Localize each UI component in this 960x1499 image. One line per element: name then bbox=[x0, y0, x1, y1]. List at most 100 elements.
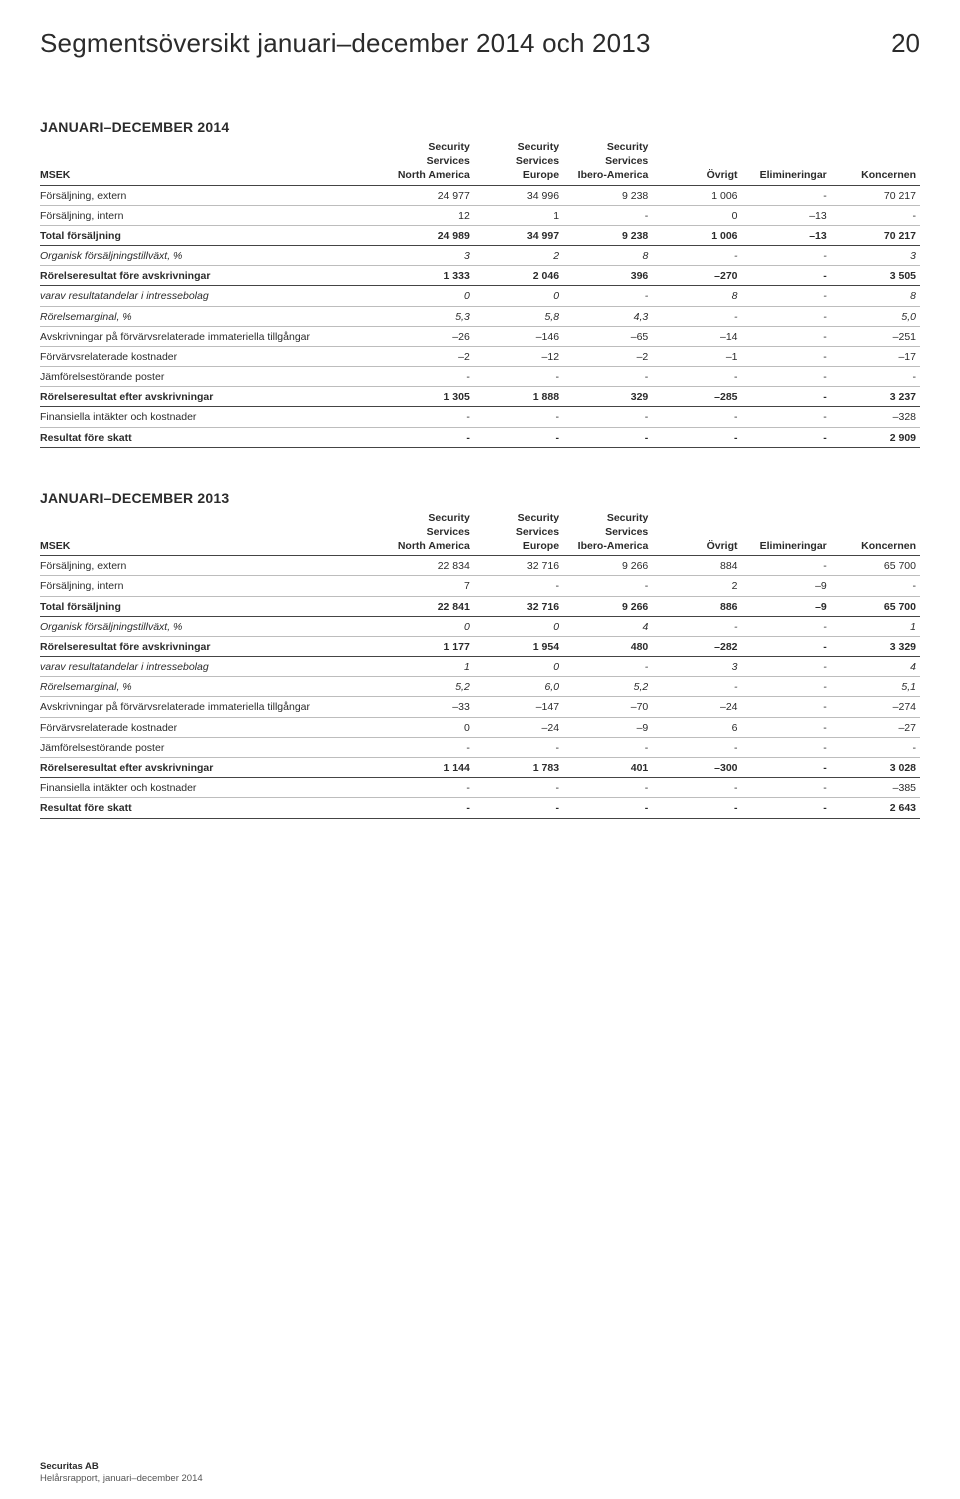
cell-value: - bbox=[385, 427, 474, 447]
cell-value: 6 bbox=[652, 717, 741, 737]
cell-value: 24 977 bbox=[385, 185, 474, 205]
cell-value: –385 bbox=[831, 778, 920, 798]
cell-value: - bbox=[742, 346, 831, 366]
table-row: Försäljning, extern22 83432 7169 266884-… bbox=[40, 556, 920, 576]
cell-value: - bbox=[652, 367, 741, 387]
cell-value: - bbox=[742, 697, 831, 717]
cell-value: - bbox=[563, 407, 652, 427]
cell-value: - bbox=[563, 657, 652, 677]
cell-value: - bbox=[742, 367, 831, 387]
cell-value: - bbox=[742, 246, 831, 266]
table-row: Finansiella intäkter och kostnader-----–… bbox=[40, 407, 920, 427]
cell-value: 12 bbox=[385, 205, 474, 225]
cell-value: 22 841 bbox=[385, 596, 474, 616]
cell-value: 884 bbox=[652, 556, 741, 576]
cell-value: - bbox=[563, 737, 652, 757]
cell-value: 1 305 bbox=[385, 387, 474, 407]
cell-value: - bbox=[563, 778, 652, 798]
row-label: Organisk försäljningstillväxt, % bbox=[40, 616, 385, 636]
cell-value: - bbox=[831, 576, 920, 596]
row-label: Rörelseresultat före avskrivningar bbox=[40, 266, 385, 286]
cell-value: 5,3 bbox=[385, 306, 474, 326]
cell-value: 1 888 bbox=[474, 387, 563, 407]
cell-value: - bbox=[652, 407, 741, 427]
table-row: Resultat före skatt-----2 909 bbox=[40, 427, 920, 447]
cell-value: - bbox=[742, 717, 831, 737]
row-label: Rörelseresultat före avskrivningar bbox=[40, 636, 385, 656]
col-header: SecurityServicesNorth America bbox=[385, 137, 474, 185]
cell-value: 3 505 bbox=[831, 266, 920, 286]
cell-value: –251 bbox=[831, 326, 920, 346]
col-header: SecurityServicesIbero-America bbox=[563, 137, 652, 185]
table-row: Rörelsemarginal, %5,35,84,3--5,0 bbox=[40, 306, 920, 326]
cell-value: 4,3 bbox=[563, 306, 652, 326]
cell-value: - bbox=[742, 778, 831, 798]
cell-value: –70 bbox=[563, 697, 652, 717]
cell-value: 3 bbox=[385, 246, 474, 266]
table-row: varav resultatandelar i intressebolag00-… bbox=[40, 286, 920, 306]
cell-value: 1 954 bbox=[474, 636, 563, 656]
segment-table: MSEKSecurityServicesNorth AmericaSecurit… bbox=[40, 137, 920, 448]
cell-value: - bbox=[742, 266, 831, 286]
cell-value: 480 bbox=[563, 636, 652, 656]
cell-value: 1 bbox=[385, 657, 474, 677]
row-label: Försäljning, intern bbox=[40, 205, 385, 225]
tables-container: JANUARI–DECEMBER 2014MSEKSecurityService… bbox=[40, 119, 920, 819]
table-row: Finansiella intäkter och kostnader-----–… bbox=[40, 778, 920, 798]
row-label: varav resultatandelar i intressebolag bbox=[40, 657, 385, 677]
table-row: Rörelseresultat före avskrivningar1 3332… bbox=[40, 266, 920, 286]
row-label: Finansiella intäkter och kostnader bbox=[40, 778, 385, 798]
row-label: Finansiella intäkter och kostnader bbox=[40, 407, 385, 427]
row-label: Total försäljning bbox=[40, 596, 385, 616]
col-header: SecurityServicesEurope bbox=[474, 137, 563, 185]
col-header: Övrigt bbox=[652, 137, 741, 185]
cell-value: 0 bbox=[652, 205, 741, 225]
cell-value: - bbox=[474, 798, 563, 818]
cell-value: - bbox=[742, 636, 831, 656]
cell-value: 2 643 bbox=[831, 798, 920, 818]
cell-value: –147 bbox=[474, 697, 563, 717]
cell-value: 9 266 bbox=[563, 596, 652, 616]
cell-value: 1 333 bbox=[385, 266, 474, 286]
col-header: SecurityServicesIbero-America bbox=[563, 508, 652, 556]
cell-value: 7 bbox=[385, 576, 474, 596]
cell-value: 0 bbox=[474, 286, 563, 306]
cell-value: 22 834 bbox=[385, 556, 474, 576]
cell-value: 1 783 bbox=[474, 757, 563, 777]
section-spacer bbox=[40, 448, 920, 490]
cell-value: 34 997 bbox=[474, 225, 563, 245]
cell-value: - bbox=[385, 737, 474, 757]
row-label: Rörelsemarginal, % bbox=[40, 306, 385, 326]
cell-value: –24 bbox=[474, 717, 563, 737]
cell-value: - bbox=[385, 367, 474, 387]
cell-value: - bbox=[652, 616, 741, 636]
cell-value: –274 bbox=[831, 697, 920, 717]
cell-value: –300 bbox=[652, 757, 741, 777]
row-label: Försäljning, extern bbox=[40, 185, 385, 205]
row-label: Rörelsemarginal, % bbox=[40, 677, 385, 697]
row-label: varav resultatandelar i intressebolag bbox=[40, 286, 385, 306]
cell-value: 3 028 bbox=[831, 757, 920, 777]
cell-value: 3 bbox=[831, 246, 920, 266]
cell-value: –33 bbox=[385, 697, 474, 717]
cell-value: –270 bbox=[652, 266, 741, 286]
cell-value: - bbox=[742, 616, 831, 636]
cell-value: - bbox=[652, 306, 741, 326]
row-label: Jämförelsestörande poster bbox=[40, 737, 385, 757]
cell-value: –282 bbox=[652, 636, 741, 656]
cell-value: 5,1 bbox=[831, 677, 920, 697]
cell-value: –328 bbox=[831, 407, 920, 427]
row-label: Resultat före skatt bbox=[40, 798, 385, 818]
cell-value: 0 bbox=[474, 616, 563, 636]
table-row: Jämförelsestörande poster------ bbox=[40, 367, 920, 387]
row-label: Förvärvsrelaterade kostnader bbox=[40, 346, 385, 366]
table-row: Organisk försäljningstillväxt, %328--3 bbox=[40, 246, 920, 266]
cell-value: - bbox=[563, 367, 652, 387]
page-header: Segmentsöversikt januari–december 2014 o… bbox=[40, 28, 920, 59]
cell-value: - bbox=[831, 367, 920, 387]
col-header: Elimineringar bbox=[742, 137, 831, 185]
page-title: Segmentsöversikt januari–december 2014 o… bbox=[40, 28, 651, 59]
row-label: Förvärvsrelaterade kostnader bbox=[40, 717, 385, 737]
cell-value: - bbox=[652, 246, 741, 266]
cell-value: 1 006 bbox=[652, 225, 741, 245]
